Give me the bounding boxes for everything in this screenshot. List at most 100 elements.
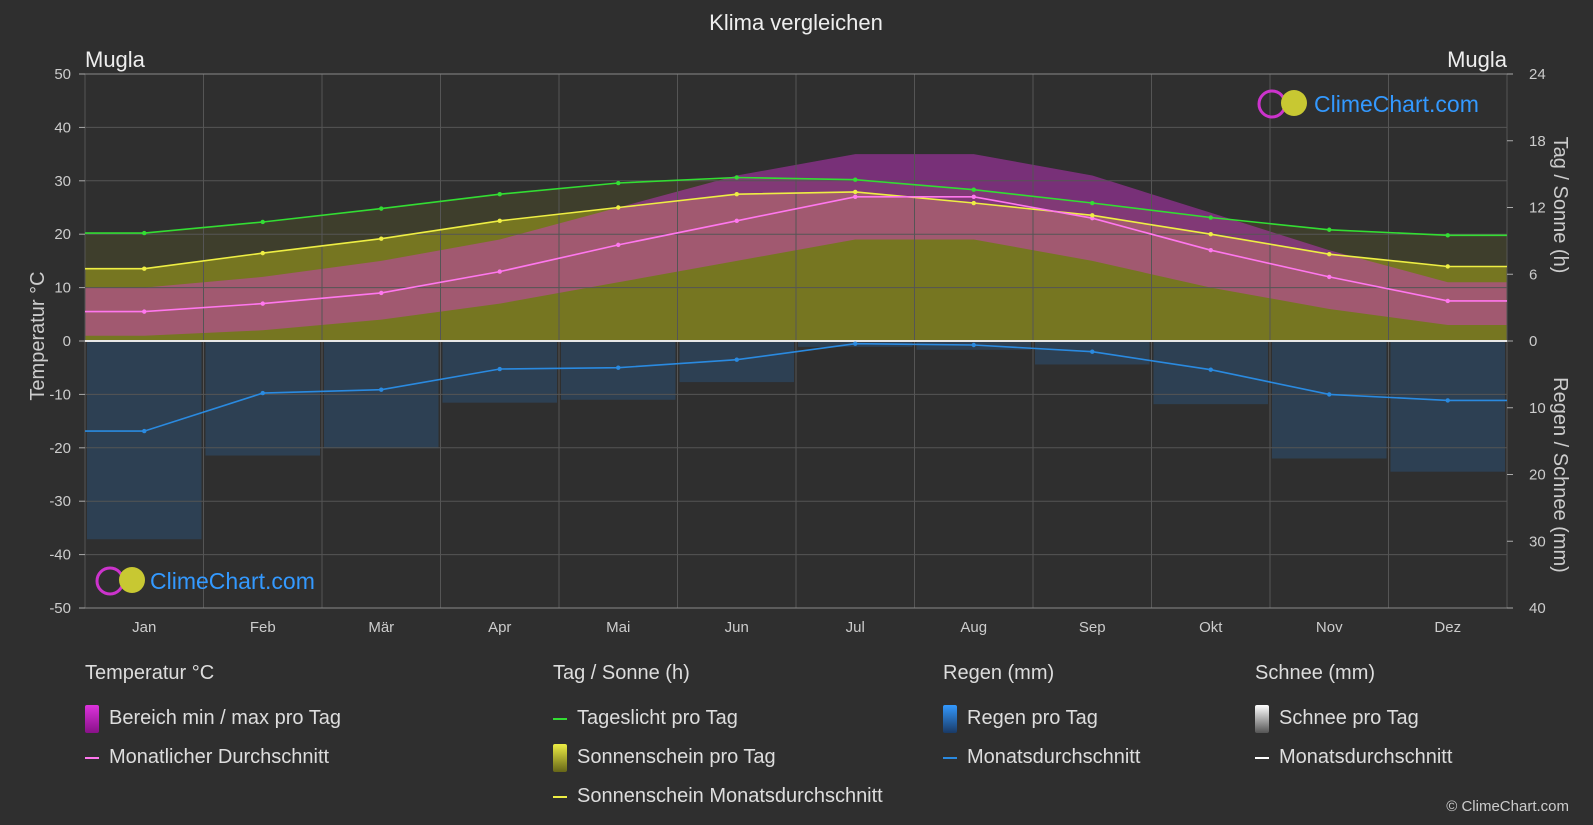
- right-tick-label-sun: 0: [1529, 333, 1537, 350]
- logo-sun-icon: [119, 567, 145, 593]
- sunshine-avg-swatch: [553, 795, 567, 798]
- temp-avg-point: [734, 218, 739, 224]
- left-tick-label: 0: [63, 333, 71, 350]
- x-tick-label: Sep: [1079, 619, 1106, 636]
- legend-label: Schnee pro Tag: [1279, 707, 1419, 729]
- rain-avg-point: [1445, 398, 1450, 403]
- left-tick-label: 10: [54, 280, 71, 297]
- daylight-point: [260, 219, 265, 225]
- legend-label: Sonnenschein pro Tag: [577, 746, 776, 768]
- daylight-point: [734, 175, 739, 180]
- legend-rain-title: Regen (mm): [943, 662, 1055, 684]
- legend-item-daylight: Tageslicht pro Tag: [553, 699, 883, 738]
- daylight-point: [1208, 215, 1213, 220]
- daylight-point: [1327, 227, 1332, 232]
- sunshine-avg-point: [1445, 264, 1450, 269]
- legend-item-sunshine: Sonnenschein pro Tag: [553, 738, 883, 777]
- left-tick-label: -10: [49, 386, 71, 403]
- x-tick-label: Jan: [132, 619, 156, 636]
- legend-item-sunshine-avg: Sonnenschein Monatsdurchschnitt: [553, 777, 883, 816]
- rain-bar: [87, 341, 202, 540]
- left-tick-label: 50: [54, 66, 71, 83]
- right-tick-label-sun: 12: [1529, 200, 1546, 217]
- rain-avg-point: [616, 365, 621, 370]
- right-tick-label-rain: 20: [1529, 467, 1546, 484]
- right-tick-label-sun: 24: [1529, 66, 1546, 83]
- logo-text-top: ClimeChart.com: [1314, 91, 1479, 117]
- x-tick-label: Feb: [250, 619, 276, 636]
- daylight-point: [497, 191, 502, 197]
- legend-sun-title: Tag / Sonne (h): [553, 662, 690, 684]
- rain-avg-swatch: [943, 756, 957, 759]
- temp-range-swatch: [85, 704, 99, 733]
- legend-label: Monatsdurchschnitt: [1279, 746, 1453, 768]
- sunshine-swatch: [553, 743, 567, 772]
- temp-avg-point: [497, 269, 502, 274]
- daylight-point: [1445, 233, 1450, 238]
- temp-avg-point: [1327, 274, 1332, 280]
- logo-top[interactable]: ClimeChart.com: [1257, 89, 1479, 119]
- legend-item-snow: Schnee pro Tag: [1255, 699, 1452, 738]
- rain-bar: [442, 341, 557, 403]
- daylight-point: [1090, 200, 1095, 206]
- chart-title: Klima vergleichen: [709, 10, 883, 35]
- location-right: Mugla: [1447, 47, 1508, 72]
- rain-avg-point: [853, 341, 858, 346]
- rain-avg-point: [379, 387, 384, 392]
- right-tick-label-rain: 40: [1529, 600, 1546, 617]
- left-tick-label: -20: [49, 440, 71, 457]
- sunshine-avg-point: [142, 266, 147, 271]
- legend-label: Tageslicht pro Tag: [577, 707, 738, 729]
- left-tick-label: 30: [54, 173, 71, 190]
- left-tick-label: -50: [49, 600, 71, 617]
- legend-label: Regen pro Tag: [967, 707, 1098, 729]
- x-tick-label: Mär: [368, 619, 394, 636]
- x-tick-label: Jul: [846, 619, 865, 636]
- legend-item-temp-range: Bereich min / max pro Tag: [85, 699, 341, 738]
- copyright[interactable]: © ClimeChart.com: [1446, 798, 1569, 815]
- daylight-point: [379, 206, 384, 211]
- temp-avg-point: [379, 290, 384, 296]
- sunshine-avg-point: [260, 250, 265, 256]
- legend-snow-title: Schnee (mm): [1255, 662, 1376, 684]
- legend-label: Bereich min / max pro Tag: [109, 707, 341, 729]
- logo-sun-icon: [1281, 90, 1307, 116]
- x-tick-label: Jun: [725, 619, 749, 636]
- logo-bottom[interactable]: ClimeChart.com: [95, 566, 315, 596]
- temp-avg-point: [142, 309, 147, 314]
- sunshine-avg-point: [1327, 252, 1332, 257]
- location-left: Mugla: [85, 47, 146, 72]
- chart-lines: [85, 175, 1507, 434]
- temp-avg-point: [616, 242, 621, 248]
- x-axis: Jan Feb Mär Apr Mai Jun Jul Aug Sep Okt Nov Dez: [132, 619, 1461, 636]
- daylight-point: [853, 177, 858, 182]
- sunshine-avg-point: [616, 205, 621, 210]
- x-tick-label: Mai: [606, 619, 630, 636]
- left-tick-label: 20: [54, 226, 71, 243]
- temp-avg-point: [971, 194, 976, 200]
- legend-label: Monatsdurchschnitt: [967, 746, 1141, 768]
- rain-bar: [205, 341, 320, 456]
- x-tick-label: Okt: [1199, 619, 1223, 636]
- legend-temperature: Temperatur °C Bereich min / max pro Tag …: [85, 662, 341, 777]
- legend-sun: Tag / Sonne (h) Tageslicht pro Tag Sonne…: [553, 662, 883, 816]
- daylight-point: [616, 180, 621, 186]
- rain-bar: [1390, 341, 1505, 472]
- rain-avg-point: [1208, 367, 1213, 372]
- rain-avg-point: [260, 390, 265, 396]
- daylight-line: [85, 176, 1507, 237]
- sunshine-avg-point: [1208, 232, 1213, 237]
- legend-label: Monatlicher Durchschnitt: [109, 746, 330, 768]
- rain-bar: [1153, 341, 1268, 405]
- legend-item-rain: Regen pro Tag: [943, 699, 1140, 738]
- legend-rain: Regen (mm) Regen pro Tag Monatsdurchschn…: [943, 662, 1140, 777]
- daylight-swatch: [553, 717, 567, 720]
- right-tick-label-sun: 6: [1529, 266, 1537, 283]
- legend-snow: Schnee (mm) Schnee pro Tag Monatsdurchsc…: [1255, 662, 1452, 777]
- sunshine-avg-point: [853, 189, 858, 195]
- x-tick-label: Dez: [1434, 619, 1461, 636]
- rain-avg-point: [1090, 349, 1095, 354]
- rain-avg-line: [85, 342, 1507, 432]
- rain-avg-point: [734, 357, 739, 362]
- temp-avg-point: [260, 301, 265, 306]
